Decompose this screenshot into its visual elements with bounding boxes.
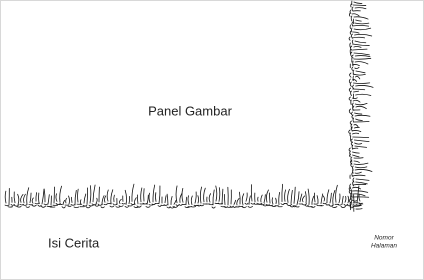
story-label: Isi Cerita xyxy=(48,235,100,250)
panel-label: Panel Gambar xyxy=(148,103,232,118)
page-number-label: Halaman xyxy=(371,243,397,250)
page-number-label: Nomor xyxy=(374,235,394,242)
page-layout: Panel Gambar Isi Cerita Nomor Halaman xyxy=(0,0,424,280)
